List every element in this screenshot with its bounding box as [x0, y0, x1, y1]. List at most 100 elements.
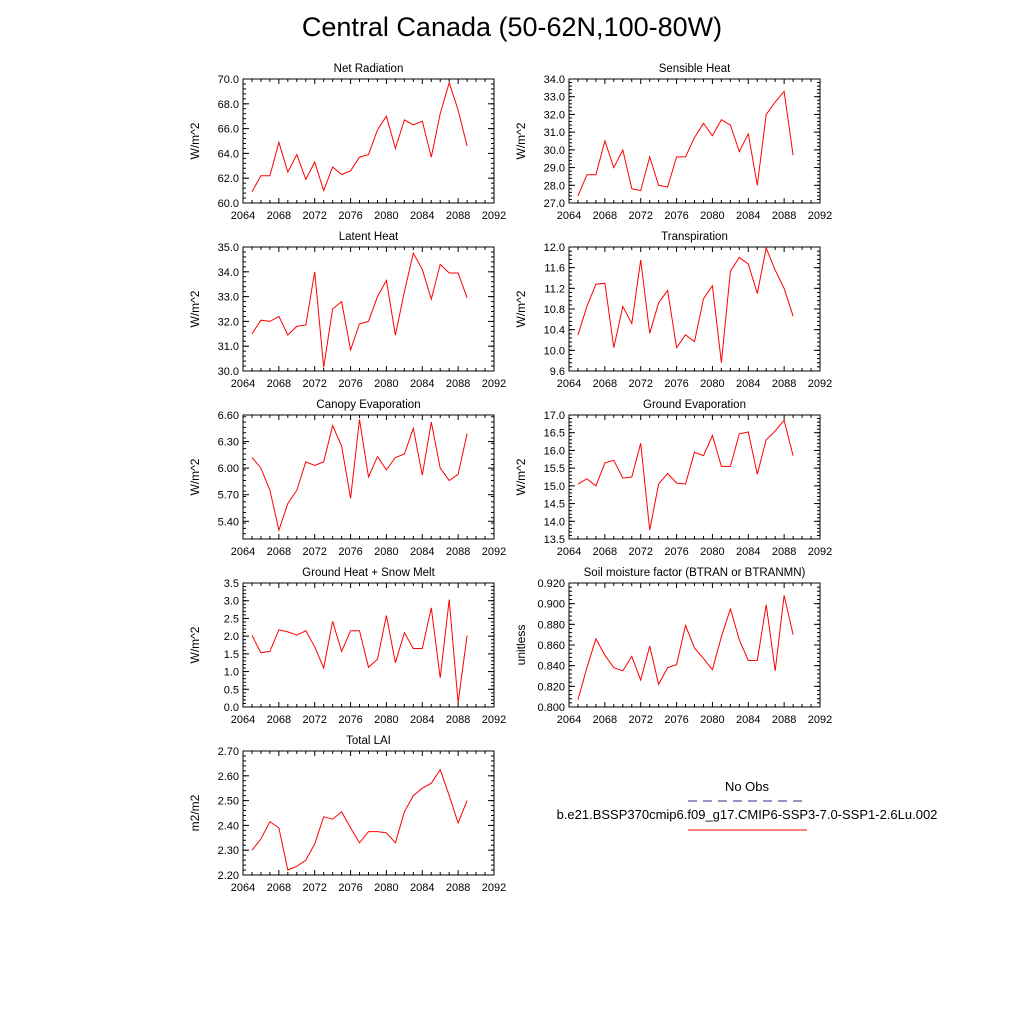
- x-tick-label: 2064: [231, 378, 255, 390]
- x-tick-label: 2072: [302, 714, 326, 726]
- chart-title: Ground Heat + Snow Melt: [302, 567, 435, 579]
- y-tick-label: 2.5: [224, 613, 239, 625]
- y-tick-label: 0.820: [537, 681, 565, 693]
- y-tick-label: 70.0: [218, 74, 239, 86]
- y-tick-label: 0.5: [224, 684, 239, 696]
- x-tick-label: 2072: [302, 546, 326, 558]
- y-tick-label: 5.70: [218, 490, 239, 502]
- x-tick-label: 2080: [700, 210, 724, 222]
- series-line: [577, 246, 794, 363]
- x-tick-label: 2092: [808, 378, 832, 390]
- x-tick-label: 2072: [302, 378, 326, 390]
- x-tick-label: 2064: [231, 546, 255, 558]
- x-tick-label: 2080: [374, 378, 398, 390]
- y-tick-label: 3.5: [224, 578, 239, 590]
- chart-panel-9: 2064 2068 2072 2076 2080 2084 2088 2092 2.20 2.30…: [188, 735, 506, 894]
- x-tick-label: 2064: [557, 378, 581, 390]
- x-tick-label: 2084: [736, 546, 760, 558]
- y-tick-label: 32.0: [218, 316, 239, 328]
- x-tick-label: 2080: [700, 378, 724, 390]
- chart-panel-8: 2064 2068 2072 2076 2080 2084 2088 2092 0.800 0.8…: [514, 567, 832, 726]
- x-tick-label: 2072: [302, 882, 326, 894]
- y-tick-label: 0.840: [537, 661, 565, 673]
- chart-panel-3: 2064 2068 2072 2076 2080 2084 2088 2092 30.0 31.0…: [188, 231, 506, 390]
- plot-frame: [568, 414, 821, 540]
- x-tick-label: 2064: [231, 210, 255, 222]
- plot-frame: [242, 582, 495, 708]
- x-tick-label: 2076: [338, 714, 362, 726]
- x-tick-label: 2072: [628, 546, 652, 558]
- chart-panel-1: 2064 2068 2072 2076 2080 2084 2088 2092 60.0 62.0…: [188, 63, 506, 222]
- chart-panel-7: 2064 2068 2072 2076 2080 2084 2088 2092 0.0 0.5 1.…: [188, 567, 506, 726]
- x-tick-label: 2068: [593, 546, 617, 558]
- x-tick-label: 2092: [482, 714, 506, 726]
- y-tick-label: 16.5: [544, 428, 565, 440]
- y-tick-label: 1.5: [224, 649, 239, 661]
- legend-model-label: b.e21.BSSP370cmip6.f09_g17.CMIP6-SSP3-7.…: [556, 807, 938, 822]
- x-tick-label: 2080: [374, 714, 398, 726]
- x-tick-label: 2088: [446, 378, 470, 390]
- legend-obs-label: No Obs: [724, 779, 770, 794]
- series-line: [251, 599, 468, 703]
- y-tick-label: 10.0: [544, 345, 565, 357]
- y-tick-label: 31.0: [544, 127, 565, 139]
- series-line: [251, 81, 468, 193]
- x-tick-label: 2064: [557, 546, 581, 558]
- x-tick-label: 2088: [772, 714, 796, 726]
- y-tick-label: 27.0: [544, 198, 565, 210]
- y-tick-label: 64.0: [218, 148, 239, 160]
- plot-frame: [568, 582, 821, 708]
- y-tick-label: 68.0: [218, 99, 239, 111]
- x-tick-label: 2088: [446, 210, 470, 222]
- y-tick-label: 11.6: [544, 263, 565, 275]
- x-tick-label: 2080: [374, 882, 398, 894]
- y-axis-label: W/m^2: [514, 458, 528, 495]
- y-tick-label: 29.0: [544, 163, 565, 175]
- x-tick-label: 2076: [338, 378, 362, 390]
- x-tick-label: 2084: [410, 378, 434, 390]
- chart-panel-5: 2064 2068 2072 2076 2080 2084 2088 2092 5.40 5.70…: [188, 399, 506, 558]
- x-tick-label: 2084: [410, 882, 434, 894]
- y-axis-label: W/m^2: [188, 122, 202, 159]
- chart-title: Latent Heat: [339, 231, 399, 243]
- x-tick-label: 2084: [410, 210, 434, 222]
- chart-title: Soil moisture factor (BTRAN or BTRANMN): [584, 567, 806, 579]
- y-tick-label: 0.860: [537, 640, 565, 652]
- x-tick-label: 2080: [700, 546, 724, 558]
- x-tick-label: 2064: [557, 210, 581, 222]
- x-tick-label: 2064: [557, 714, 581, 726]
- x-tick-label: 2068: [267, 882, 291, 894]
- y-tick-label: 34.0: [218, 267, 239, 279]
- chart-title: Ground Evaporation: [643, 399, 746, 411]
- x-tick-label: 2072: [628, 378, 652, 390]
- y-tick-label: 0.0: [224, 702, 239, 714]
- y-tick-label: 34.0: [544, 74, 565, 86]
- y-tick-label: 2.50: [218, 796, 239, 808]
- chart-title: Sensible Heat: [659, 63, 731, 75]
- plot-frame: [568, 78, 821, 204]
- x-tick-label: 2080: [700, 714, 724, 726]
- x-tick-label: 2080: [374, 546, 398, 558]
- x-tick-label: 2076: [338, 210, 362, 222]
- chart-title: Net Radiation: [334, 63, 404, 75]
- y-tick-label: 0.900: [537, 599, 565, 611]
- x-tick-label: 2092: [482, 882, 506, 894]
- y-tick-label: 32.0: [544, 109, 565, 121]
- y-axis-label: W/m^2: [188, 290, 202, 327]
- series-line: [251, 251, 468, 368]
- x-tick-label: 2068: [267, 546, 291, 558]
- x-tick-label: 2092: [482, 546, 506, 558]
- y-tick-label: 3.0: [224, 596, 239, 608]
- y-tick-label: 10.4: [544, 325, 565, 337]
- y-axis-label: W/m^2: [514, 290, 528, 327]
- y-tick-label: 5.40: [218, 516, 239, 528]
- y-tick-label: 33.0: [218, 292, 239, 304]
- x-tick-label: 2088: [772, 210, 796, 222]
- plot-frame: [242, 750, 495, 876]
- y-tick-label: 35.0: [218, 242, 239, 254]
- legend-obs-line: [688, 800, 807, 802]
- x-tick-label: 2068: [267, 714, 291, 726]
- x-tick-label: 2068: [593, 210, 617, 222]
- x-tick-label: 2064: [231, 714, 255, 726]
- x-tick-label: 2076: [664, 546, 688, 558]
